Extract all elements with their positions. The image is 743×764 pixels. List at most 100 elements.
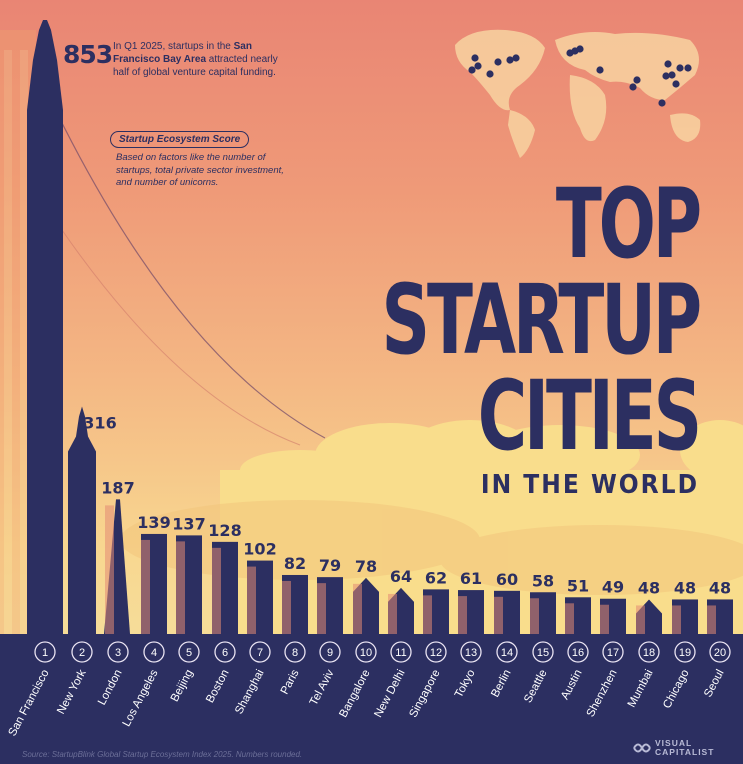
value-label-new-delhi: 64 [390,567,412,586]
map-city-dot [576,45,584,53]
rank-label-boston: 6 [222,647,228,659]
value-label-bangalore: 78 [355,557,377,576]
logo-line-1: VISUAL [655,738,693,748]
title-line-2: STARTUP [381,264,703,376]
rank-circle-chicago [674,641,696,663]
bar-san-francisco [27,20,63,634]
map-city-dot [672,80,680,88]
map-city-dot [506,56,514,64]
rank-label-new-delhi: 11 [395,647,406,659]
rank-label-singapore: 12 [430,647,442,659]
value-label-london: 187 [101,478,134,497]
rank-label-seattle: 15 [537,647,549,659]
value-label-new-york: 316 [83,414,116,433]
value-label-berlin: 60 [496,570,518,589]
value-label-shenzhen: 49 [602,578,624,597]
map-city-dot [658,99,666,107]
rank-circle-london [107,641,129,663]
top-value-label: 853 [63,40,113,69]
value-label-paris: 82 [284,554,306,573]
value-label-shanghai: 102 [243,540,276,559]
rank-circle-singapore [425,641,447,663]
rank-label-tel-aviv: 9 [327,647,333,659]
rank-label-san-francisco: 1 [42,647,48,659]
bridge-cable-2 [61,229,301,446]
rank-circle-san-francisco [34,641,56,663]
rank-circle-tel-aviv [319,641,341,663]
rank-circle-seoul [709,641,731,663]
bar-face-boston [212,547,221,634]
score-label: Startup Ecosystem Score [110,131,250,148]
map-city-dot [664,60,672,68]
map-city-dot [486,70,494,78]
rank-label-london: 3 [115,647,121,659]
bar-face-london [105,505,114,634]
rank-label-new-york: 2 [79,647,85,659]
map-city-dot [471,54,479,62]
rank-circle-mumbai [638,641,660,663]
map-city-dot [468,66,476,74]
bar-new-york [68,406,96,634]
map-city-dot [494,58,502,66]
rank-circle-seattle [532,641,554,663]
rank-circle-paris [284,641,306,663]
rank-label-berlin: 14 [501,647,513,659]
logo-line-2: CAPITALIST [655,747,715,757]
bar-face-new-delhi [388,593,397,634]
map-city-dot [512,54,520,62]
rank-label-austin: 16 [572,647,584,659]
bar-face-mumbai [636,605,645,634]
value-label-beijing: 137 [172,514,205,533]
source-note: Source: StartupBlink Global Startup Ecos… [22,750,303,759]
map-dots [468,45,692,107]
rank-label-los-angeles: 4 [151,647,157,659]
rank-label-seoul: 20 [714,647,726,659]
bar-face-seattle [530,598,539,634]
value-label-los-angeles: 139 [137,513,170,532]
world-map [455,29,701,158]
map-city-dot [684,64,692,72]
bar-face-tokyo [458,596,467,634]
rank-circle-shanghai [249,641,271,663]
title-line-1: TOP [555,168,702,280]
rank-circle-tokyo [460,641,482,663]
bar-face-bangalore [353,583,362,634]
rank-label-bangalore: 10 [360,647,372,659]
value-label-chicago: 48 [674,578,696,597]
map-city-dot [676,64,684,72]
bar-face-beijing [176,541,185,634]
map-city-dot [629,83,637,91]
annotation-pre: In Q1 2025, startups in the [113,41,231,52]
rank-circle-boston [214,641,236,663]
value-label-tel-aviv: 79 [319,556,341,575]
rank-label-chicago: 19 [679,647,691,659]
bar-face-singapore [423,595,432,634]
rank-circle-new-york [71,641,93,663]
bar-face-shenzhen [600,604,609,634]
score-description: Based on factors like the number of star… [116,152,284,188]
rank-label-mumbai: 18 [643,647,655,659]
bar-face-austin [565,603,574,634]
rank-circle-new-delhi [390,641,412,663]
title-line-3: CITIES [477,360,702,472]
value-label-singapore: 62 [425,568,447,587]
bar-face-berlin [494,596,503,634]
map-city-dot [662,72,670,80]
rank-circle-los-angeles [143,641,165,663]
map-city-dot [474,62,482,70]
rank-circle-beijing [178,641,200,663]
rank-label-tokyo: 13 [465,647,477,659]
bar-face-seoul [707,605,716,634]
bar-face-tel-aviv [317,583,326,634]
rank-label-shenzhen: 17 [607,647,619,659]
title-subtitle: IN THE WORLD [480,470,699,500]
map-city-dot [596,66,604,74]
bar-face-los-angeles [141,539,150,634]
annotation-post: attracted nearly half of global venture … [113,54,278,78]
bar-face-paris [282,580,291,634]
value-label-seoul: 48 [709,578,731,597]
logo-mark-icon [633,743,651,753]
bar-face-shanghai [247,566,256,634]
